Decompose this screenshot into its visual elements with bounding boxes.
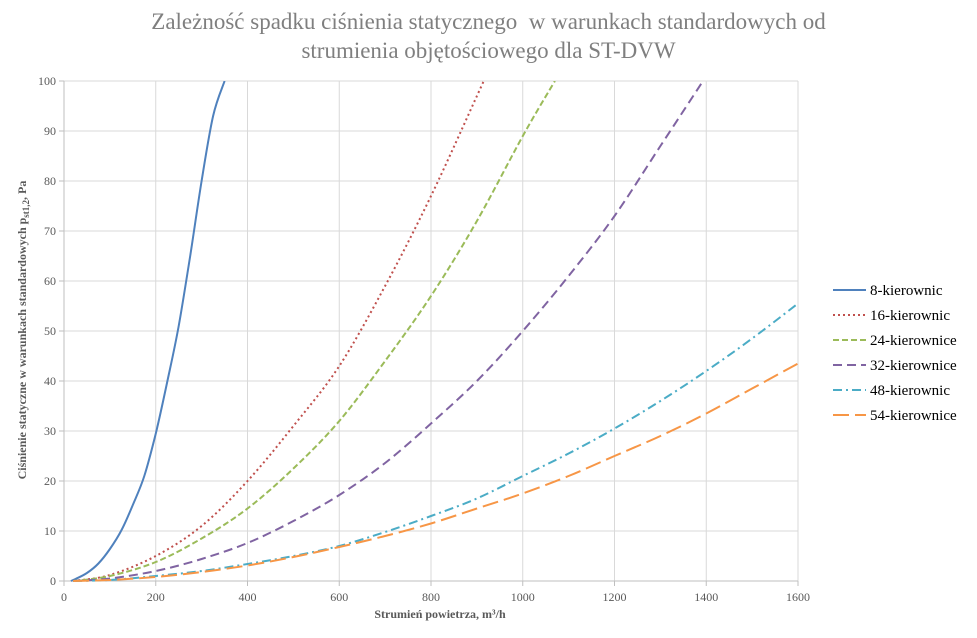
- x-tick-label: 1200: [603, 590, 627, 604]
- x-tick-label: 200: [147, 590, 165, 604]
- x-axis-title-text: Strumień powietrza, m³/h: [374, 607, 506, 621]
- x-tick-label: 1600: [786, 590, 810, 604]
- series-lines: [70, 81, 798, 582]
- x-tick-label: 600: [330, 590, 348, 604]
- series-line-8-kierownic: [70, 81, 226, 582]
- x-tick-label: 0: [61, 590, 67, 604]
- y-axis-title: Ciśnienie statyczne w warunkach standard…: [15, 181, 31, 480]
- series-line-32-kierownice: [73, 81, 705, 582]
- legend-label: 16-kierownic: [870, 308, 950, 324]
- x-tick-label: 1400: [694, 590, 718, 604]
- chart-title-line-2: strumienia objętościowego dla ST-DVW: [301, 38, 676, 63]
- y-axis-title-text: Ciśnienie statyczne w warunkach standard…: [15, 217, 29, 479]
- legend-label: 24-kierownice: [870, 333, 957, 349]
- y-tick-label: 10: [44, 524, 56, 538]
- grid: [64, 80, 799, 581]
- y-tick-label: 0: [50, 574, 56, 588]
- legend-label: 32-kierownice: [870, 358, 957, 374]
- legend: 8-kierownic 16-kierownic 24-kierownice 32-k…: [833, 283, 957, 424]
- axes: [59, 80, 799, 586]
- series-line-24-kierownice: [73, 81, 556, 582]
- y-tick-label: 50: [44, 324, 56, 338]
- y-tick-label: 30: [44, 424, 56, 438]
- y-axis-title-unit: , Pa: [15, 181, 29, 200]
- y-tick-label: 70: [44, 224, 56, 238]
- y-tick-label: 60: [44, 274, 56, 288]
- y-axis-title-subscript: st1,2: [21, 199, 31, 217]
- y-tick-label: 80: [44, 174, 56, 188]
- y-tick-label: 20: [44, 474, 56, 488]
- legend-label: 8-kierownic: [870, 283, 943, 299]
- series-line-48-kierownic: [73, 302, 798, 582]
- legend-label: 54-kierownice: [870, 408, 957, 424]
- x-axis-title: Strumień powietrza, m³/h: [374, 607, 506, 621]
- legend-label: 48-kierownic: [870, 383, 950, 399]
- x-tick-label: 1000: [511, 590, 535, 604]
- x-tick-label: 800: [422, 590, 440, 604]
- y-tick-label: 100: [38, 74, 56, 88]
- y-tick-label: 40: [44, 374, 56, 388]
- chart-title-line-1: Zależność spadku ciśnienia statycznego w…: [151, 9, 826, 34]
- y-tick-label: 90: [44, 124, 56, 138]
- x-tick-label: 400: [239, 590, 257, 604]
- series-line-54-kierownice: [73, 362, 798, 582]
